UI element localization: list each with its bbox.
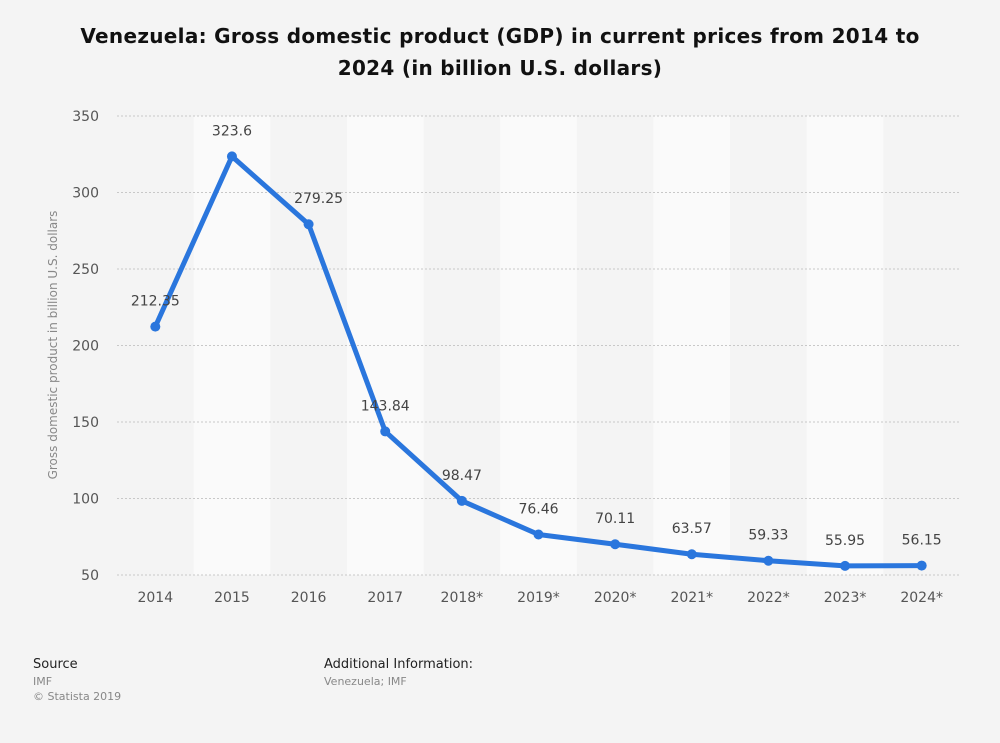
x-tick-label: 2019*: [517, 590, 560, 606]
data-point: [150, 321, 161, 332]
data-point: [763, 555, 774, 566]
y-tick-label: 200: [72, 339, 99, 355]
x-tick-label: 2022*: [747, 590, 790, 606]
copyright: © Statista 2019: [33, 690, 122, 703]
y-tick-label: 50: [81, 568, 99, 584]
source-label: Source: [33, 657, 78, 672]
x-tick-label: 2018*: [441, 590, 484, 606]
y-tick-label: 300: [72, 186, 99, 202]
data-label: 98.47: [442, 468, 482, 484]
data-point: [916, 560, 927, 571]
data-point: [686, 549, 697, 560]
x-tick-label: 2020*: [594, 590, 637, 606]
data-point: [380, 426, 391, 437]
data-label: 59.33: [748, 528, 788, 544]
y-tick-label: 100: [72, 492, 99, 508]
data-label: 279.25: [294, 191, 343, 207]
y-tick-label: 250: [72, 262, 99, 278]
x-tick-label: 2015: [214, 590, 250, 606]
x-tick-label: 2023*: [824, 590, 867, 606]
data-point: [303, 219, 314, 230]
data-label: 56.15: [902, 533, 942, 549]
x-tick-label: 2017: [367, 590, 403, 606]
data-label: 323.6: [212, 123, 252, 139]
data-point: [533, 529, 544, 540]
x-tick-label: 2024*: [900, 590, 943, 606]
data-label: 76.46: [518, 502, 558, 518]
data-point: [840, 560, 851, 571]
source-value: IMF: [33, 675, 53, 688]
data-label: 212.35: [131, 294, 180, 310]
data-label: 63.57: [672, 521, 712, 537]
x-tick-label: 2021*: [670, 590, 713, 606]
y-axis-label: Gross domestic product in billion U.S. d…: [46, 211, 60, 480]
x-tick-label: 2014: [137, 590, 173, 606]
data-point: [456, 495, 467, 506]
y-tick-label: 350: [72, 109, 99, 125]
y-tick-label: 150: [72, 415, 99, 431]
chart-title: Venezuela: Gross domestic product (GDP) …: [80, 24, 920, 80]
x-tick-label: 2016: [291, 590, 327, 606]
data-label: 143.84: [361, 398, 410, 414]
additional-info-value: Venezuela; IMF: [324, 675, 407, 688]
data-label: 55.95: [825, 533, 865, 549]
data-point: [226, 151, 237, 162]
additional-info-label: Additional Information:: [324, 657, 474, 672]
data-point: [610, 539, 621, 550]
data-label: 70.11: [595, 511, 635, 527]
